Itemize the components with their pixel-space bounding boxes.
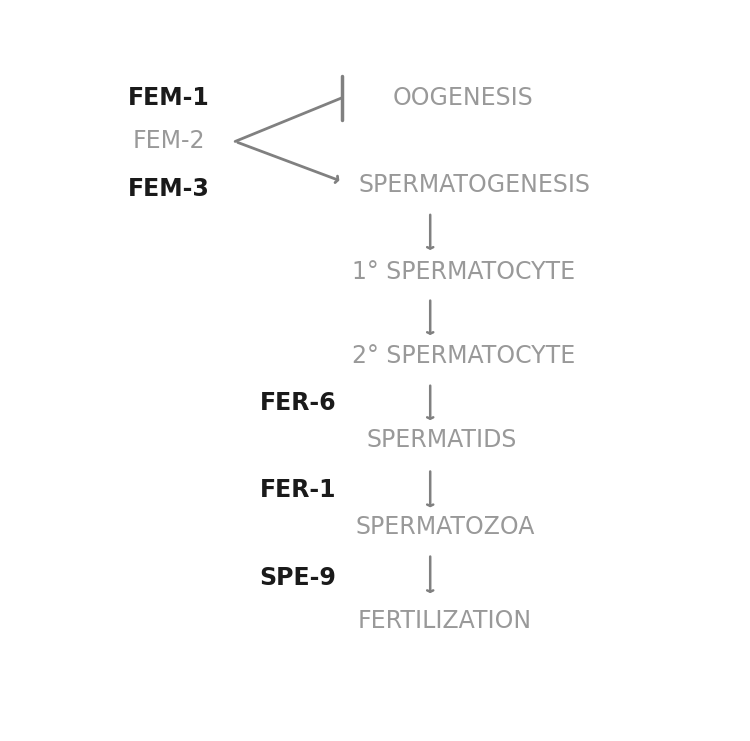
Text: SPERMATOZOA: SPERMATOZOA — [356, 515, 535, 539]
Text: FER-1: FER-1 — [260, 479, 336, 502]
Text: FER-6: FER-6 — [260, 391, 336, 415]
Text: FEM-2: FEM-2 — [133, 130, 206, 153]
Text: FEM-3: FEM-3 — [128, 176, 210, 201]
Text: SPERMATOGENESIS: SPERMATOGENESIS — [358, 173, 590, 197]
Text: SPERMATIDS: SPERMATIDS — [366, 428, 517, 451]
Text: 2° SPERMATOCYTE: 2° SPERMATOCYTE — [352, 344, 575, 368]
Text: OOGENESIS: OOGENESIS — [393, 86, 534, 110]
Text: FEM-1: FEM-1 — [128, 86, 210, 110]
Text: SPE-9: SPE-9 — [260, 565, 336, 590]
Text: FERTILIZATION: FERTILIZATION — [358, 609, 532, 634]
Text: 1° SPERMATOCYTE: 1° SPERMATOCYTE — [352, 260, 575, 285]
